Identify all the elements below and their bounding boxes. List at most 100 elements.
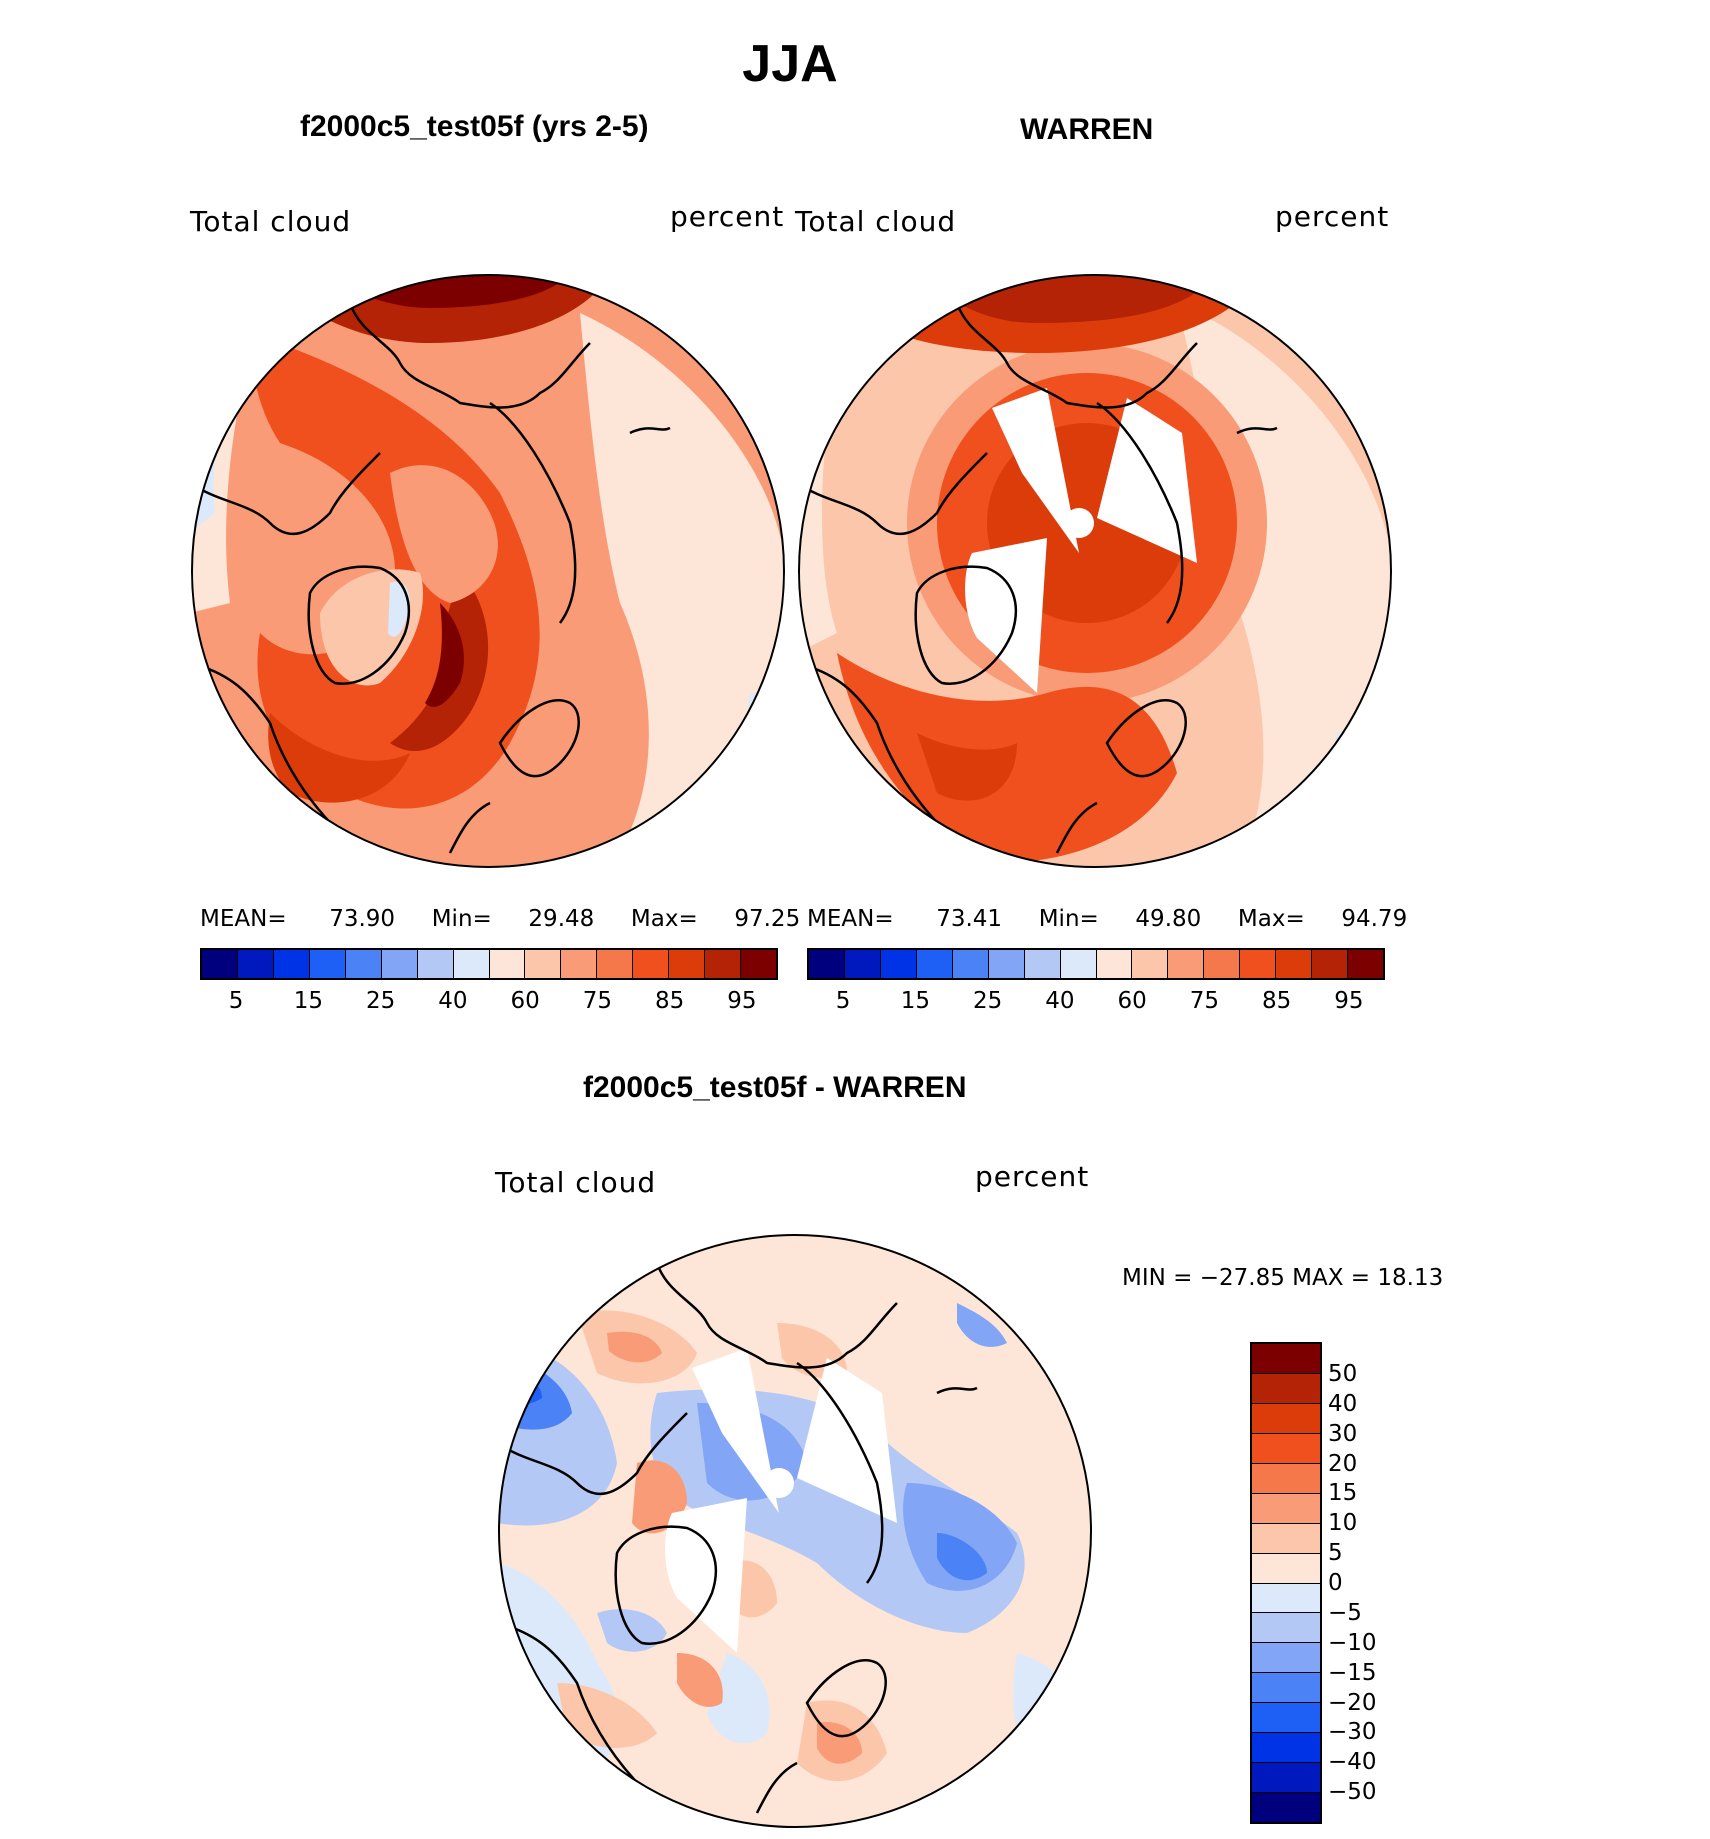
colorbar-tick-label: 15 <box>293 988 324 1014</box>
model-stats: MEAN= 73.90 Min= 29.48 Max= 97.25 <box>200 906 800 932</box>
colorbar-swatch <box>1060 950 1097 978</box>
colorbar-swatch <box>1252 1733 1320 1764</box>
colorbar-swatch <box>1252 1793 1320 1822</box>
colorbar-tick-label: 15 <box>1328 1480 1358 1507</box>
colorbar-swatch <box>561 950 598 978</box>
colorbar-swatch <box>309 950 346 978</box>
obs-right-label: percent <box>1275 200 1390 233</box>
colorbar-tick-label: 25 <box>972 988 1003 1014</box>
colorbar-swatch <box>345 950 382 978</box>
colorbar-tick-label: 10 <box>1328 1510 1358 1537</box>
main-title: JJA <box>742 35 838 93</box>
colorbar-tick-label: 5 <box>835 988 851 1014</box>
model-panel-title: f2000c5_test05f (yrs 2-5) <box>300 110 649 143</box>
colorbar-tick-label: −20 <box>1328 1689 1377 1716</box>
colorbar-swatch <box>809 950 845 978</box>
colorbar-swatch <box>237 950 274 978</box>
obs-min-label: Min= <box>1038 906 1099 932</box>
colorbar-swatch <box>1132 950 1169 978</box>
colorbar-swatch <box>705 950 742 978</box>
colorbar-swatch <box>1252 1493 1320 1524</box>
colorbar-tick-label: 60 <box>510 988 540 1014</box>
colorbar-tick-label: 85 <box>1261 988 1292 1014</box>
colorbar-swatch <box>1240 950 1277 978</box>
model-colorbar <box>200 948 778 980</box>
colorbar-swatch <box>952 950 989 978</box>
obs-max-value: 94.79 <box>1341 906 1408 932</box>
colorbar-tick-label: 25 <box>365 988 396 1014</box>
colorbar-swatch <box>1348 950 1383 978</box>
model-colorbar-ticks: 5 15 25 40 60 75 85 95 <box>200 988 778 1018</box>
model-mean-value: 73.90 <box>329 906 396 932</box>
obs-panel-title: WARREN <box>1020 113 1154 146</box>
model-min-label: Min= <box>431 906 492 932</box>
colorbar-tick-label: −50 <box>1328 1779 1377 1806</box>
colorbar-tick-label: 5 <box>1328 1540 1343 1567</box>
colorbar-swatch <box>489 950 526 978</box>
colorbar-swatch <box>1252 1373 1320 1404</box>
model-min-value: 29.48 <box>528 906 595 932</box>
colorbar-swatch <box>633 950 670 978</box>
colorbar-swatch <box>1252 1763 1320 1794</box>
colorbar-swatch <box>1168 950 1205 978</box>
colorbar-swatch <box>417 950 454 978</box>
colorbar-tick-label: 95 <box>1334 988 1364 1014</box>
colorbar-swatch <box>880 950 917 978</box>
colorbar-tick-label: 75 <box>582 988 613 1014</box>
colorbar-tick-label: 15 <box>900 988 931 1014</box>
colorbar-swatch <box>453 950 490 978</box>
colorbar-swatch <box>1252 1403 1320 1434</box>
colorbar-tick-label: 0 <box>1328 1570 1343 1596</box>
colorbar-swatch <box>381 950 418 978</box>
colorbar-swatch <box>669 950 706 978</box>
obs-polar-map <box>798 274 1392 868</box>
colorbar-swatch <box>1252 1673 1320 1704</box>
colorbar-tick-label: 85 <box>654 988 685 1014</box>
model-max-value: 97.25 <box>734 906 801 932</box>
obs-stats: MEAN= 73.41 Min= 49.80 Max= 94.79 <box>807 906 1407 932</box>
colorbar-swatch <box>1204 950 1241 978</box>
colorbar-tick-label: 95 <box>727 988 757 1014</box>
diff-colorbar <box>1250 1342 1322 1824</box>
colorbar-swatch <box>1252 1643 1320 1674</box>
colorbar-swatch <box>1252 1344 1320 1374</box>
obs-colorbar-ticks: 5 15 25 40 60 75 85 95 <box>807 988 1385 1018</box>
colorbar-tick-label: 20 <box>1328 1450 1358 1477</box>
colorbar-tick-label: 5 <box>228 988 244 1014</box>
colorbar-swatch <box>916 950 953 978</box>
colorbar-tick-label: 40 <box>1328 1390 1358 1417</box>
obs-mean-value: 73.41 <box>936 906 1003 932</box>
diff-polar-map <box>498 1234 1092 1828</box>
colorbar-swatch <box>202 950 238 978</box>
diff-panel-title: f2000c5_test05f - WARREN <box>583 1071 967 1104</box>
model-left-label: Total cloud <box>190 205 352 238</box>
colorbar-swatch <box>1312 950 1349 978</box>
colorbar-tick-label: 40 <box>438 988 468 1014</box>
colorbar-swatch <box>1096 950 1133 978</box>
colorbar-swatch <box>741 950 776 978</box>
colorbar-swatch <box>1252 1703 1320 1734</box>
colorbar-tick-label: −10 <box>1328 1629 1377 1656</box>
colorbar-swatch <box>273 950 310 978</box>
colorbar-tick-label: 75 <box>1189 988 1220 1014</box>
colorbar-swatch <box>844 950 881 978</box>
diff-right-label: percent <box>975 1160 1090 1193</box>
colorbar-swatch <box>1252 1583 1320 1614</box>
colorbar-swatch <box>988 950 1025 978</box>
colorbar-tick-label: 40 <box>1045 988 1075 1014</box>
model-right-label: percent <box>670 200 785 233</box>
diff-minmax: MIN = −27.85 MAX = 18.13 <box>1122 1265 1444 1291</box>
diff-colorbar-ticks: 50 40 30 20 15 10 5 0 −5 −10 −15 −20 −30 −40 −50 <box>1328 1344 1408 1822</box>
model-max-label: Max= <box>630 906 698 932</box>
colorbar-swatch <box>1252 1553 1320 1584</box>
obs-min-value: 49.80 <box>1135 906 1202 932</box>
colorbar-swatch <box>1252 1463 1320 1494</box>
colorbar-tick-label: 50 <box>1328 1360 1358 1387</box>
colorbar-tick-label: 60 <box>1117 988 1147 1014</box>
obs-mean-label: MEAN= <box>807 906 894 932</box>
colorbar-swatch <box>1252 1433 1320 1464</box>
model-polar-map <box>191 274 785 868</box>
colorbar-tick-label: −30 <box>1328 1719 1377 1746</box>
colorbar-swatch <box>597 950 634 978</box>
colorbar-tick-label: −15 <box>1328 1659 1377 1686</box>
